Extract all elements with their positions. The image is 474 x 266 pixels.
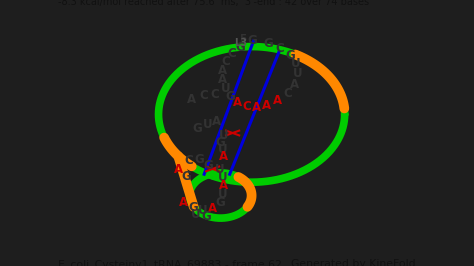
Text: G: G	[203, 159, 213, 172]
Text: U: U	[218, 171, 227, 184]
Text: A: A	[173, 163, 183, 176]
Text: A: A	[187, 93, 196, 106]
Text: U: U	[218, 143, 227, 156]
Text: U: U	[203, 118, 213, 131]
Text: G: G	[285, 49, 295, 61]
Text: C: C	[242, 100, 251, 113]
Text: A: A	[252, 101, 261, 114]
Text: A: A	[218, 64, 228, 77]
Text: U: U	[291, 57, 300, 70]
Text: A: A	[263, 99, 272, 112]
Text: C: C	[184, 155, 193, 167]
Text: G: G	[188, 201, 198, 214]
Text: G: G	[263, 38, 273, 50]
Text: G: G	[201, 210, 211, 223]
Text: C: C	[221, 55, 230, 68]
Text: G: G	[193, 122, 202, 135]
Text: C: C	[227, 48, 236, 60]
Text: -8.3 kcal/mol reached after 75.6  ms,  3'-end : 42 over 74 bases: -8.3 kcal/mol reached after 75.6 ms, 3'-…	[58, 0, 369, 7]
Text: A: A	[211, 115, 221, 127]
Text: C: C	[199, 89, 208, 102]
Text: A: A	[233, 96, 242, 109]
Text: C: C	[283, 87, 292, 99]
Text: G: G	[215, 196, 225, 209]
Text: A: A	[219, 179, 228, 192]
Text: G: G	[181, 170, 191, 182]
Text: A: A	[179, 196, 188, 209]
Text: U: U	[220, 82, 230, 95]
Text: U: U	[292, 68, 302, 80]
Text: U: U	[215, 163, 225, 176]
Text: C: C	[276, 42, 284, 55]
Text: E_coli_Cysteiny1_tRNA_69883 - frame 62: E_coli_Cysteiny1_tRNA_69883 - frame 62	[58, 259, 282, 266]
Text: G: G	[236, 41, 245, 54]
Text: A: A	[208, 202, 217, 214]
Text: G: G	[248, 34, 257, 47]
Text: A: A	[290, 78, 299, 90]
Text: Generated by KineFold: Generated by KineFold	[291, 259, 416, 266]
Text: 5: 5	[239, 34, 246, 44]
Text: A: A	[218, 73, 228, 86]
Text: C: C	[211, 89, 219, 101]
Text: G: G	[194, 153, 204, 165]
Text: U: U	[191, 208, 201, 221]
Text: U: U	[219, 129, 228, 142]
Text: G: G	[226, 90, 235, 103]
Text: U: U	[198, 204, 208, 217]
Text: U: U	[218, 188, 227, 201]
Text: G: G	[216, 136, 226, 149]
Text: L3: L3	[234, 38, 247, 48]
Text: A: A	[219, 151, 228, 163]
Text: A: A	[273, 94, 282, 107]
